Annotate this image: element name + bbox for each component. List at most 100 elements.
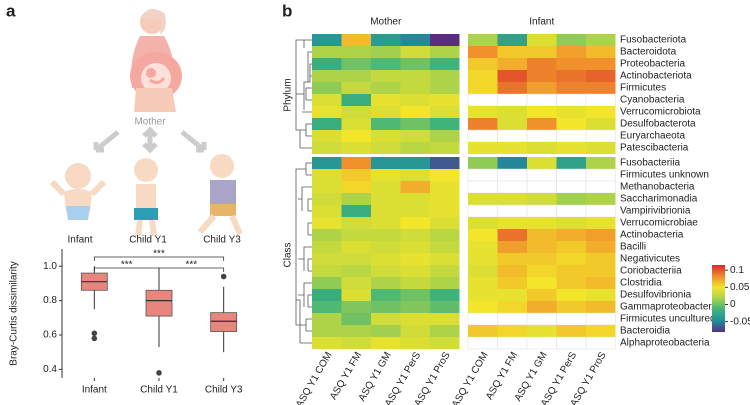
heatmap-cell [400,229,430,241]
y-tick-label: 0.8 [43,295,57,306]
heatmap-cell [585,93,616,107]
heatmap-cell [556,241,586,253]
heatmap-cell [371,82,401,94]
heatmap-cell [586,46,616,58]
heatmap-cell [341,82,371,94]
heatmap-cell [527,241,557,253]
heatmap-cell [556,118,586,130]
heatmap-cell [556,253,586,265]
y-tick-label: 1.0 [43,261,57,272]
heatmap-cell [312,193,342,205]
heatmap-cell [341,289,371,301]
heatmap-cell [341,46,371,58]
heatmap-cell [430,46,460,58]
heatmap-cell [312,253,342,265]
significance-bracket [158,267,225,272]
colorbar-tick-label: 0.05 [730,282,750,293]
heatmap-cell [312,265,342,277]
heatmap-cell [312,181,342,193]
outlier [91,330,98,337]
significance-label: *** [185,260,197,271]
illustration-label: Mother [134,117,166,128]
heatmap-cell [400,301,430,313]
heatmap-cell [497,312,528,326]
heatmap-cell [371,58,401,70]
heatmap-cell [430,205,460,217]
heatmap-cell [312,82,342,94]
heatmap-cell [400,205,430,217]
heatmap-cell [586,157,616,169]
significance-label: *** [121,260,133,271]
heatmap-cell [527,253,557,265]
heatmap-cell [430,277,460,289]
heatmap-cell [371,130,401,142]
heatmap-cell [400,34,430,46]
heatmap-cell [556,168,587,182]
panel-title: Infant [529,17,554,28]
heatmap-cell [527,142,557,154]
heatmap-cell [430,253,460,265]
heatmap-cell [526,336,557,350]
row-label: Desulfobacterota [620,119,696,130]
row-label: Bacteroidia [620,326,670,337]
heatmap-cell [497,34,527,46]
heatmap-cell [556,277,586,289]
heatmap-cell [497,289,527,301]
heatmap-cell [527,58,557,70]
heatmap-cell [527,301,557,313]
heatmap-cell [341,94,371,106]
heatmap-cell [371,325,401,337]
heatmap-cell [556,289,586,301]
heatmap-cell [556,46,586,58]
heatmap-cell [468,325,498,337]
heatmap-cell [586,265,616,277]
heatmap-cell [312,157,342,169]
heatmap-cell [468,253,498,265]
heatmap-cell [400,277,430,289]
heatmap-cell [467,129,498,143]
heatmap-cell [586,289,616,301]
heatmap-cell [556,336,587,350]
heatmap-cell [527,265,557,277]
heatmap-cell [497,325,527,337]
illustration-label: Infant [67,235,92,246]
heatmap-cell [556,193,586,205]
heatmap-cell [341,169,371,181]
heatmap-cell [468,301,498,313]
heatmap-cell [371,34,401,46]
heatmap-cell [468,118,498,130]
heatmap-cell [527,82,557,94]
heatmap-cell [430,325,460,337]
heatmap-cell [312,142,342,154]
heatmap-cell [497,253,527,265]
row-label: Methanobacteria [620,182,695,193]
heatmap-cell [586,229,616,241]
colorbar-tick-label: 0.1 [730,265,744,276]
panel-label: b [282,1,292,20]
heatmap-cell [468,217,498,229]
heatmap-cell [341,325,371,337]
heatmap-cell [556,142,586,154]
heatmap-cell [312,337,342,349]
heatmap-cell [341,106,371,118]
heatmap-cell [312,205,342,217]
heatmap-cell [430,82,460,94]
row-group-label: Class [283,242,294,267]
heatmap-cell [371,253,401,265]
colorbar-tick-label: -0.05 [730,316,750,327]
heatmap-cell [556,93,587,107]
heatmap-cell [430,217,460,229]
colorbar [712,265,725,332]
illustration-label: Child Y3 [203,235,241,246]
heatmap-cell [400,217,430,229]
heatmap-cell [527,34,557,46]
heatmap-cell [497,241,527,253]
heatmap-cell [497,277,527,289]
heatmap-cell [312,34,342,46]
row-label: Firmicutes unknown [620,170,709,181]
heatmap-cell [371,217,401,229]
heatmap-cell [430,289,460,301]
heatmap-cell [497,118,527,130]
heatmap-cell [526,312,557,326]
heatmap-cell [371,265,401,277]
